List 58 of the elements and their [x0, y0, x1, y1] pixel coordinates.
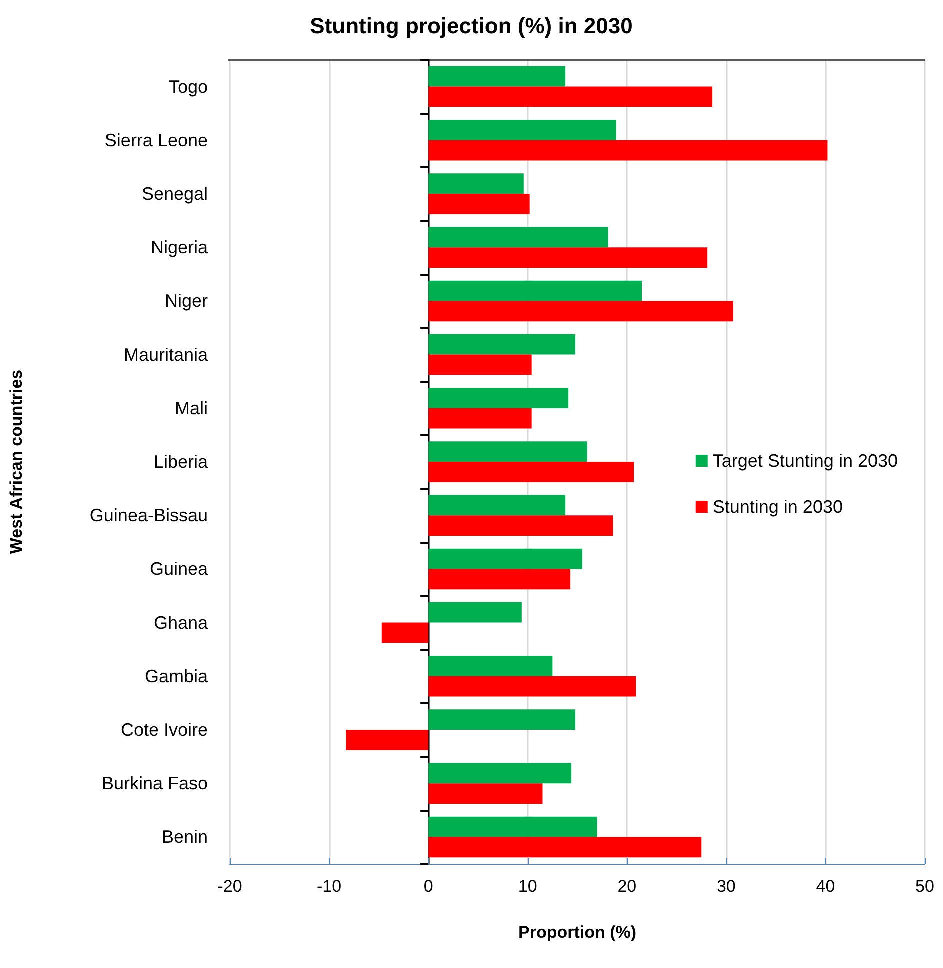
x-axis-title: Proportion (%) — [518, 923, 637, 942]
bar — [428, 248, 708, 268]
bar — [428, 194, 530, 214]
bar — [428, 569, 571, 590]
y-tick-label: Guinea-Bissau — [90, 506, 208, 526]
legend-label: Stunting in 2030 — [712, 497, 843, 517]
bar — [382, 622, 429, 644]
bar — [346, 730, 429, 750]
bar — [428, 495, 566, 516]
bar — [428, 301, 734, 322]
bar — [428, 710, 576, 730]
y-tick-label: Burkina Faso — [102, 774, 208, 794]
y-tick-label: Guinea — [150, 559, 209, 580]
bar — [428, 174, 524, 194]
y-tick-label: Cote Ivoire — [120, 720, 208, 740]
x-tick-label: 50 — [916, 877, 934, 896]
bar — [428, 462, 634, 482]
x-tick-label: 20 — [618, 877, 637, 896]
bar — [428, 227, 608, 248]
bar — [428, 280, 642, 302]
bar — [428, 388, 569, 408]
x-tick-label: 30 — [716, 877, 736, 896]
y-tick-label: Benin — [162, 827, 208, 848]
bar — [428, 837, 702, 858]
y-tick-label: Ghana — [154, 612, 209, 633]
bar — [428, 86, 713, 108]
y-tick-label: Mauritania — [124, 344, 209, 365]
legend-label: Target Stunting in 2030 — [712, 451, 898, 471]
y-tick-label: Senegal — [142, 184, 208, 204]
x-tick-label: -10 — [316, 877, 342, 896]
x-tick-label: 40 — [816, 877, 836, 896]
bar — [428, 334, 576, 355]
y-tick-label: Gambia — [144, 666, 209, 686]
y-tick-label: Togo — [168, 76, 208, 97]
bar — [428, 548, 582, 570]
bar — [428, 354, 532, 376]
x-tick-label: -20 — [218, 877, 242, 896]
bar — [428, 140, 828, 161]
x-tick-label: 0 — [424, 877, 434, 896]
bar — [428, 408, 532, 429]
chart-title: Stunting projection (%) in 2030 — [310, 14, 633, 38]
y-axis-title: West African countries — [7, 370, 26, 554]
bar — [428, 66, 566, 87]
bar — [428, 816, 598, 838]
bar — [428, 602, 522, 623]
y-tick-label: Liberia — [154, 452, 209, 472]
bar — [428, 763, 572, 784]
y-tick-label: Mali — [174, 398, 208, 418]
y-tick-label: Nigeria — [150, 238, 209, 258]
y-tick-label: Sierra Leone — [104, 130, 208, 150]
bar — [428, 656, 553, 676]
bar — [428, 120, 616, 140]
bar — [428, 442, 588, 462]
bar — [428, 784, 543, 804]
bar — [428, 516, 614, 536]
x-tick-label: 10 — [518, 877, 538, 896]
bar — [428, 676, 636, 697]
y-tick-label: Niger — [164, 291, 208, 312]
